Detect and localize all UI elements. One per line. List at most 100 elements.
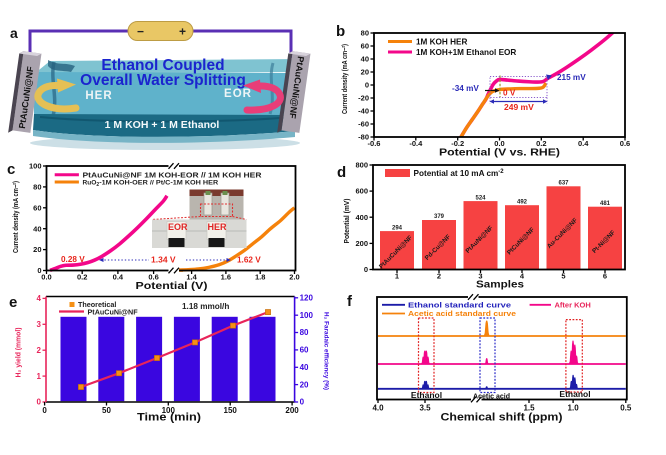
svg-text:+: + xyxy=(179,25,186,39)
svg-text:0: 0 xyxy=(37,398,42,407)
svg-text:40: 40 xyxy=(361,55,369,64)
svg-text:1.8: 1.8 xyxy=(255,273,265,282)
svg-text:RuO2-1M KOH-OER // Pt/C-1M KOH: RuO2-1M KOH-OER // Pt/C-1M KOH HER xyxy=(83,180,219,189)
svg-text:1.34 V: 1.34 V xyxy=(151,255,176,265)
svg-text:600: 600 xyxy=(355,187,368,196)
svg-text:-60: -60 xyxy=(358,120,369,129)
svg-text:200: 200 xyxy=(285,406,299,415)
svg-text:0.6: 0.6 xyxy=(620,139,630,148)
svg-text:PtAuCuNi@NF 1M KOH-EOR // 1M K: PtAuCuNi@NF 1M KOH-EOR // 1M KOH HER xyxy=(83,170,263,179)
svg-text:1: 1 xyxy=(37,372,42,381)
svg-text:1.4: 1.4 xyxy=(186,273,197,282)
svg-text:3: 3 xyxy=(478,272,482,281)
svg-text:Overall Water Splitting: Overall Water Splitting xyxy=(80,72,246,89)
svg-text:PtAuCuNi@NF: PtAuCuNi@NF xyxy=(88,308,139,317)
svg-text:20: 20 xyxy=(33,245,41,254)
svg-text:Time (min): Time (min) xyxy=(137,412,201,424)
svg-text:f: f xyxy=(347,293,353,310)
svg-text:2: 2 xyxy=(437,272,441,281)
svg-text:379: 379 xyxy=(434,214,445,220)
svg-text:4: 4 xyxy=(520,272,525,281)
svg-text:Ethanol: Ethanol xyxy=(411,390,442,400)
svg-text:1.18 mmol/h: 1.18 mmol/h xyxy=(182,302,229,311)
svg-text:5: 5 xyxy=(561,272,565,281)
svg-text:800: 800 xyxy=(355,161,368,170)
svg-text:-0.4: -0.4 xyxy=(409,139,423,148)
svg-text:0.0: 0.0 xyxy=(494,139,504,148)
svg-text:1.5: 1.5 xyxy=(523,404,535,413)
svg-text:20: 20 xyxy=(300,380,309,389)
svg-text:0.4: 0.4 xyxy=(113,273,124,282)
svg-text:1.62 V: 1.62 V xyxy=(237,256,261,265)
svg-text:0.28 V: 0.28 V xyxy=(61,255,85,264)
svg-text:-20: -20 xyxy=(358,94,369,103)
svg-text:1.0: 1.0 xyxy=(568,404,580,413)
svg-text:-0.2: -0.2 xyxy=(451,139,464,148)
svg-text:EOR: EOR xyxy=(224,88,252,100)
svg-text:637: 637 xyxy=(558,181,569,187)
svg-text:-34 mV: -34 mV xyxy=(452,84,479,93)
svg-text:524: 524 xyxy=(475,195,486,201)
svg-text:−: − xyxy=(137,25,144,39)
svg-text:4: 4 xyxy=(37,294,42,303)
svg-text:Potential (mV): Potential (mV) xyxy=(344,199,351,244)
svg-text:Theoretical: Theoretical xyxy=(78,300,116,309)
svg-text:Potential at 10 mA cm-2: Potential at 10 mA cm-2 xyxy=(414,169,505,178)
svg-text:0: 0 xyxy=(300,398,305,407)
svg-text:0: 0 xyxy=(365,81,369,90)
svg-text:Ethanol Coupled: Ethanol Coupled xyxy=(101,57,224,74)
svg-text:H₂ Faradaic efficiency (%): H₂ Faradaic efficiency (%) xyxy=(323,312,330,390)
svg-text:20: 20 xyxy=(361,68,369,77)
svg-text:Chemical shift (ppm): Chemical shift (ppm) xyxy=(441,412,563,424)
svg-text:HER: HER xyxy=(85,90,112,102)
svg-text:Acetic acid standard curve: Acetic acid standard curve xyxy=(408,309,516,318)
svg-text:b: b xyxy=(336,23,345,40)
svg-text:2: 2 xyxy=(37,346,42,355)
svg-text:0: 0 xyxy=(364,265,368,274)
svg-text:H₂ yield (mmol): H₂ yield (mmol) xyxy=(16,328,23,378)
svg-text:Potential (V): Potential (V) xyxy=(136,280,208,292)
svg-text:Potential (V vs. RHE): Potential (V vs. RHE) xyxy=(439,147,560,159)
svg-text:0: 0 xyxy=(42,406,47,415)
svg-text:0 V: 0 V xyxy=(503,89,516,98)
svg-text:3.5: 3.5 xyxy=(419,404,431,413)
svg-text:60: 60 xyxy=(33,203,41,212)
svg-text:-80: -80 xyxy=(358,133,369,142)
svg-text:-0.6: -0.6 xyxy=(368,139,381,148)
svg-text:0.5: 0.5 xyxy=(620,404,632,413)
svg-text:100: 100 xyxy=(300,311,314,320)
svg-text:d: d xyxy=(337,164,346,181)
svg-text:-40: -40 xyxy=(358,107,369,116)
svg-text:0.2: 0.2 xyxy=(77,273,87,282)
svg-text:40: 40 xyxy=(300,363,309,372)
svg-text:1.6: 1.6 xyxy=(221,273,231,282)
svg-text:294: 294 xyxy=(392,225,403,231)
svg-text:EOR: EOR xyxy=(168,222,188,232)
svg-text:0: 0 xyxy=(37,266,41,275)
svg-text:3: 3 xyxy=(37,320,42,329)
svg-text:0.2: 0.2 xyxy=(536,139,546,148)
svg-text:80: 80 xyxy=(300,328,309,337)
svg-text:e: e xyxy=(9,294,17,311)
svg-text:0.0: 0.0 xyxy=(41,273,51,282)
svg-text:200: 200 xyxy=(355,239,368,248)
svg-text:60: 60 xyxy=(300,346,309,355)
svg-text:60: 60 xyxy=(361,42,369,51)
svg-text:HER: HER xyxy=(208,222,228,232)
svg-text:c: c xyxy=(7,161,15,178)
svg-text:80: 80 xyxy=(361,29,369,38)
svg-text:0.4: 0.4 xyxy=(578,139,589,148)
svg-text:215 mV: 215 mV xyxy=(557,73,586,82)
svg-text:After KOH: After KOH xyxy=(555,301,591,310)
svg-text:100: 100 xyxy=(162,406,176,415)
svg-text:Ethanol: Ethanol xyxy=(559,389,590,399)
svg-text:a: a xyxy=(10,25,18,41)
svg-text:0.6: 0.6 xyxy=(148,273,158,282)
svg-text:481: 481 xyxy=(600,201,611,207)
svg-text:1: 1 xyxy=(395,272,399,281)
svg-text:2.0: 2.0 xyxy=(289,273,299,282)
svg-text:Current density (mA cm−²): Current density (mA cm−²) xyxy=(13,181,20,253)
svg-text:6: 6 xyxy=(603,272,607,281)
svg-text:4.0: 4.0 xyxy=(372,404,384,413)
svg-text:1M KOH HER: 1M KOH HER xyxy=(416,38,467,47)
